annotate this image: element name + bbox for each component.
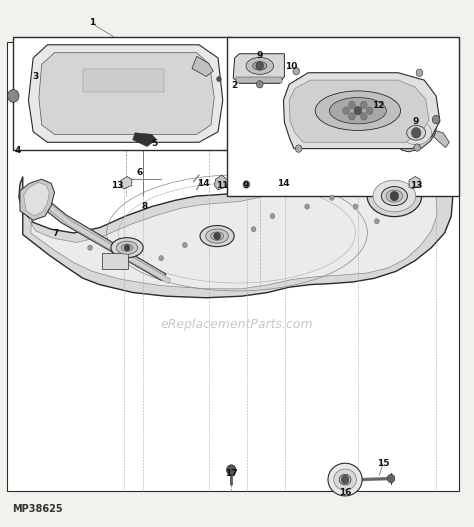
Circle shape [390,191,399,201]
Polygon shape [43,199,171,284]
Circle shape [374,219,379,224]
Polygon shape [133,133,156,147]
Text: 12: 12 [372,101,384,110]
Text: 4: 4 [15,145,21,155]
Text: 13: 13 [111,181,124,190]
Circle shape [8,90,19,102]
Circle shape [354,106,362,115]
Polygon shape [19,136,453,298]
Circle shape [124,245,130,251]
Ellipse shape [329,97,386,124]
Circle shape [251,227,256,232]
Polygon shape [20,179,55,220]
Circle shape [360,113,367,120]
Text: 9: 9 [256,51,263,60]
Circle shape [305,204,310,209]
Ellipse shape [328,463,362,496]
Text: 10: 10 [285,62,298,71]
Circle shape [416,69,423,76]
Text: 1: 1 [89,17,96,27]
Text: 9: 9 [413,116,419,126]
Bar [102,253,128,269]
Polygon shape [27,154,437,289]
Polygon shape [283,73,440,149]
Circle shape [243,181,250,188]
Ellipse shape [315,91,401,130]
Circle shape [293,67,300,75]
Text: 13: 13 [410,181,422,190]
Text: 8: 8 [141,202,148,211]
Ellipse shape [407,125,426,140]
Text: 16: 16 [339,488,351,497]
Polygon shape [409,177,420,189]
Text: 3: 3 [32,72,39,81]
Ellipse shape [121,244,133,251]
Circle shape [360,101,367,109]
Text: 5: 5 [151,139,157,148]
Text: 14: 14 [277,179,290,188]
Polygon shape [192,56,213,76]
Polygon shape [233,54,284,83]
Ellipse shape [339,474,351,485]
Polygon shape [28,45,223,142]
Ellipse shape [367,175,422,217]
Text: 7: 7 [53,229,59,239]
Ellipse shape [373,180,416,212]
Text: 6: 6 [137,168,143,178]
Circle shape [387,474,395,483]
Circle shape [182,242,187,248]
Ellipse shape [381,187,407,206]
Ellipse shape [111,238,143,258]
Circle shape [343,107,349,114]
Polygon shape [24,182,49,216]
Ellipse shape [210,232,224,240]
Circle shape [227,465,236,475]
Text: 17: 17 [225,469,237,478]
Circle shape [348,113,355,120]
Polygon shape [39,53,214,134]
Polygon shape [214,175,228,190]
Polygon shape [289,80,429,142]
Ellipse shape [253,62,267,70]
Bar [236,77,282,83]
Bar [227,37,459,196]
Text: 11: 11 [216,181,228,190]
Polygon shape [394,113,436,152]
Circle shape [270,213,275,219]
Text: MP38625: MP38625 [12,504,63,514]
Circle shape [217,76,221,82]
Circle shape [341,475,349,484]
Ellipse shape [117,241,137,254]
Ellipse shape [206,229,228,243]
Circle shape [159,256,164,261]
Polygon shape [33,192,166,280]
Circle shape [432,115,440,124]
Circle shape [214,232,220,240]
Ellipse shape [200,226,234,247]
Ellipse shape [246,57,273,74]
Polygon shape [434,131,449,148]
Circle shape [256,62,264,70]
Polygon shape [121,177,132,189]
Circle shape [366,107,373,114]
Circle shape [353,204,358,209]
Circle shape [349,101,356,109]
Circle shape [256,81,263,88]
Circle shape [414,144,420,151]
Circle shape [88,245,92,250]
Bar [13,37,231,150]
Circle shape [329,195,334,200]
Text: eReplacementParts.com: eReplacementParts.com [161,318,313,330]
Bar [83,69,164,92]
Ellipse shape [386,190,402,202]
Circle shape [411,128,421,138]
Text: 2: 2 [231,81,238,90]
Circle shape [295,145,302,152]
Text: 14: 14 [197,179,209,188]
Ellipse shape [334,469,356,490]
Text: 15: 15 [377,459,389,469]
Text: 9: 9 [242,181,249,190]
Ellipse shape [401,121,431,144]
Bar [7,42,459,491]
